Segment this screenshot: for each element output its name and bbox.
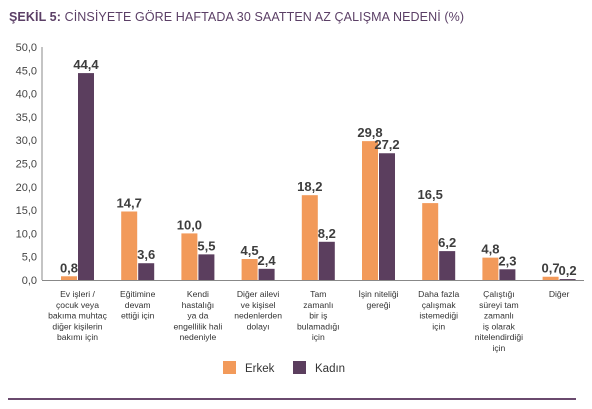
value-label: 44,4 — [73, 57, 99, 72]
value-label: 18,2 — [297, 179, 322, 194]
chart-title: ŞEKİL 5: CİNSİYETE GÖRE HAFTADA 30 SAATT… — [9, 10, 464, 24]
bar-kadın — [198, 254, 215, 280]
category-label: çocuk veya — [56, 300, 99, 310]
category-label: bakıma muhtaç — [48, 311, 107, 321]
category-label: çalışmak — [422, 300, 457, 310]
category-label: nitelendirdiği — [475, 332, 523, 342]
bar-erkek — [61, 276, 77, 280]
category-label: süreyi tam — [479, 300, 519, 310]
y-tick-label: 50,0 — [16, 42, 37, 54]
category-label: hastalığı — [182, 300, 215, 310]
bar-kadın — [138, 263, 155, 280]
legend-swatch — [293, 361, 306, 374]
y-tick-label: 25,0 — [16, 159, 37, 171]
category-label: Tam — [310, 289, 326, 299]
category-label: Diğer — [549, 289, 570, 299]
bar-erkek — [301, 195, 318, 280]
category-label: diğer kişilerin — [52, 321, 102, 331]
bar-kadın — [439, 251, 456, 280]
value-label: 4,8 — [481, 242, 499, 257]
bar-kadın — [318, 241, 335, 280]
value-label: 2,4 — [258, 253, 277, 268]
bar-kadın — [258, 268, 275, 280]
bar-kadın — [559, 279, 576, 280]
bar-erkek — [181, 233, 198, 280]
value-label: 5,5 — [197, 238, 215, 253]
bar-erkek — [542, 276, 559, 280]
category-label: devam — [125, 300, 151, 310]
category-label: için — [492, 343, 505, 353]
value-label: 0,7 — [542, 261, 560, 276]
bar-erkek — [422, 203, 439, 280]
value-label: 27,2 — [374, 137, 399, 152]
value-label: 10,0 — [177, 217, 202, 232]
category-label: nedeniyle — [180, 332, 217, 342]
category-label: ve kişisel — [241, 300, 276, 310]
category-label: engellilik hali — [174, 321, 223, 331]
bar-erkek — [362, 141, 378, 280]
bar-erkek — [121, 211, 138, 280]
category-label: Eğitimine — [120, 289, 156, 299]
value-label: 14,7 — [117, 195, 142, 210]
category-label: Çalıştığı — [483, 289, 515, 299]
value-label: 6,2 — [438, 235, 456, 250]
value-label: 8,2 — [318, 226, 336, 241]
category-label: Ev işleri / — [60, 289, 95, 299]
category-label: Diğer ailevi — [237, 289, 280, 299]
bar-kadın — [379, 153, 395, 280]
category-label: bakımı için — [57, 332, 98, 342]
category-label: dolayı — [247, 321, 270, 331]
y-tick-label: 20,0 — [16, 182, 37, 194]
category-label: istemediği — [419, 311, 458, 321]
y-tick-label: 5,0 — [22, 252, 37, 264]
bottom-divider — [8, 398, 576, 400]
y-tick-label: 15,0 — [16, 205, 37, 217]
category-label: Kendi — [187, 289, 209, 299]
chart-title-label: ŞEKİL 5: — [9, 10, 61, 24]
category-label: ya da — [187, 311, 208, 321]
value-label: 29,8 — [357, 125, 382, 140]
y-tick-label: 10,0 — [16, 228, 37, 240]
category-label: İşin niteliği — [358, 289, 398, 299]
bar-kadın — [78, 73, 94, 280]
y-tick-label: 45,0 — [16, 65, 37, 77]
bar-erkek — [241, 259, 258, 280]
category-label: Daha fazla — [418, 289, 459, 299]
bar-kadın — [499, 269, 516, 280]
category-label: bir iş — [309, 311, 327, 321]
y-tick-label: 30,0 — [16, 135, 37, 147]
category-label: bulamadığı — [297, 321, 340, 331]
value-label: 0,8 — [60, 260, 78, 275]
category-label: için — [312, 332, 325, 342]
legend-label: Kadın — [315, 363, 345, 375]
value-label: 3,6 — [137, 247, 155, 262]
value-label: 4,5 — [241, 243, 259, 258]
category-label: iş olarak — [483, 321, 516, 331]
y-tick-label: 35,0 — [16, 112, 37, 124]
category-label: gereği — [367, 300, 391, 310]
bar-erkek — [482, 257, 499, 280]
value-label: 2,3 — [498, 253, 516, 268]
y-tick-label: 0,0 — [22, 275, 37, 287]
legend-swatch — [223, 361, 236, 374]
value-label: 16,5 — [418, 187, 443, 202]
category-label: için — [432, 321, 445, 331]
y-tick-label: 40,0 — [16, 89, 37, 101]
category-label: ettiği için — [121, 311, 155, 321]
category-label: zamanlı — [484, 311, 514, 321]
chart-title-text: CİNSİYETE GÖRE HAFTADA 30 SAATTEN AZ ÇAL… — [64, 10, 465, 24]
legend-label: Erkek — [245, 363, 275, 375]
category-label: zamanlı — [303, 300, 333, 310]
category-label: nedenlerden — [234, 311, 282, 321]
value-label: 0,2 — [559, 263, 577, 278]
